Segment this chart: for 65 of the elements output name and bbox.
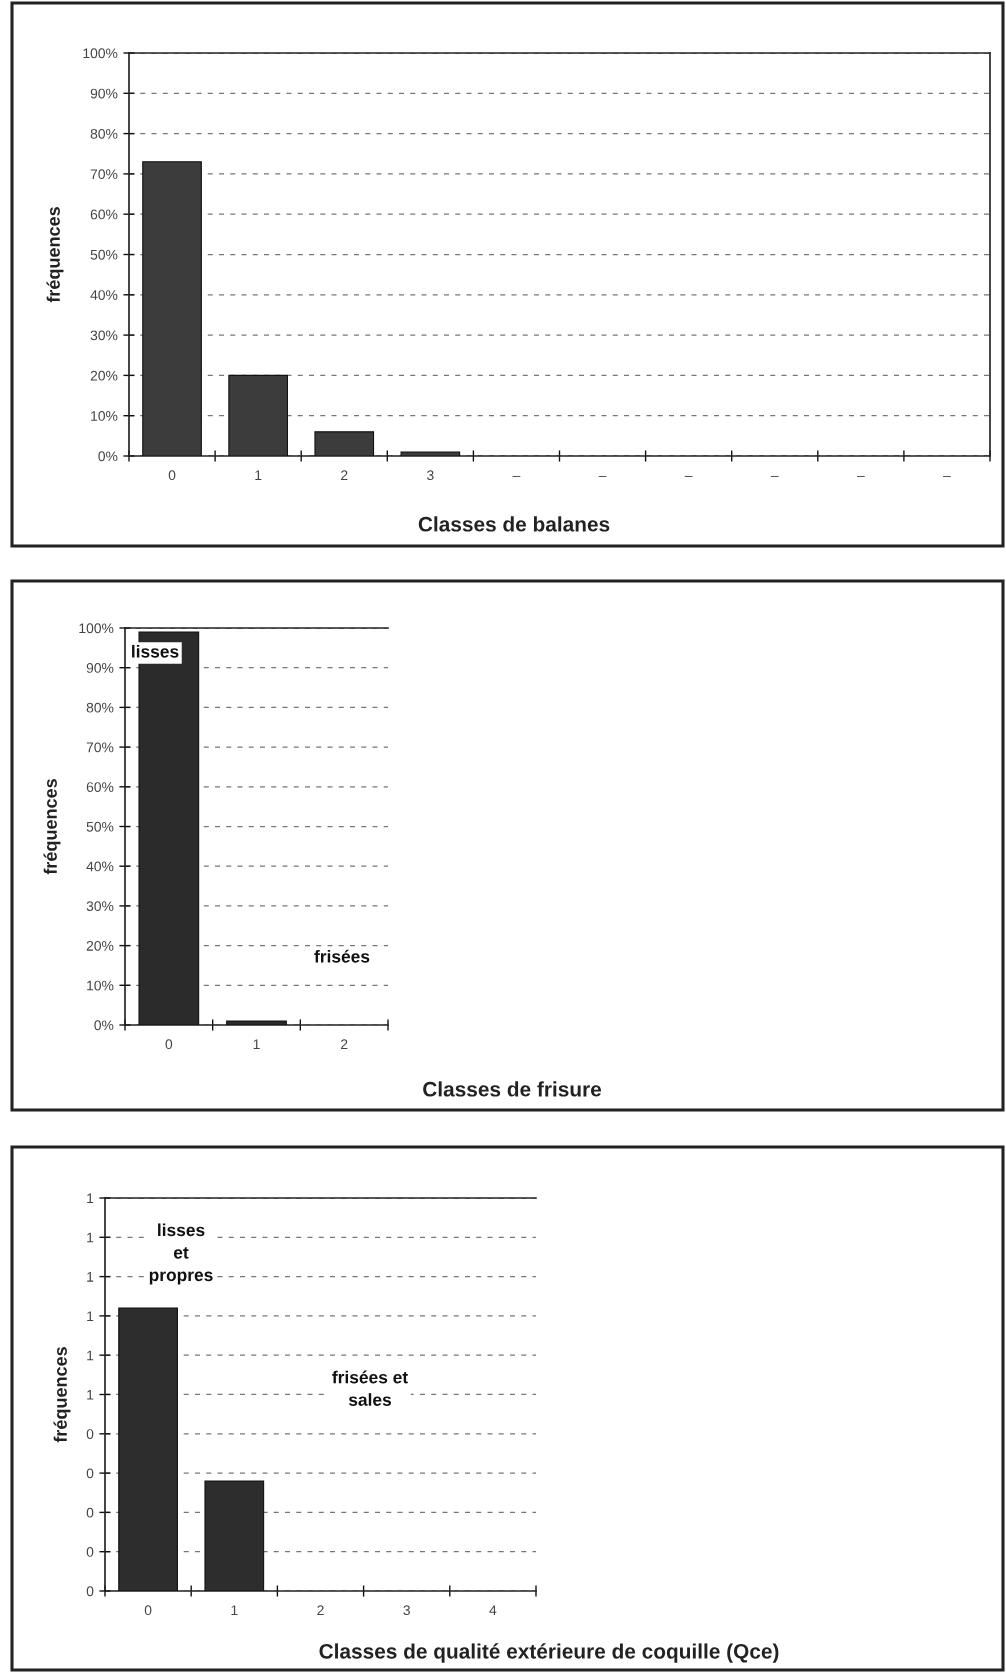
y-tick-label: 90% (86, 663, 114, 673)
y-tick-label: 80% (86, 702, 114, 713)
y-tick-label: 10% (87, 980, 114, 991)
y-tick-label: 0 (86, 1429, 94, 1439)
x-tick-label: 1 (231, 1605, 238, 1615)
y-tick-label: 100% (79, 623, 114, 634)
x-tick-label: – (770, 475, 779, 477)
y-tick-label: 40% (86, 861, 114, 872)
y-tick-label: 0% (94, 1020, 114, 1031)
y-tick-label: 30% (86, 901, 114, 912)
annotation: frisées et sales (332, 1370, 408, 1406)
annotation: lisses (132, 644, 179, 658)
y-tick-label: 1 (87, 1311, 94, 1321)
x-axis-title: Classes de balanes (418, 516, 610, 532)
y-tick-label: 20% (86, 940, 114, 951)
y-tick-label: 20% (90, 370, 118, 381)
x-tick-label: 3 (403, 1605, 410, 1616)
bar (314, 431, 375, 456)
x-tick-label: 0 (144, 1605, 152, 1616)
x-tick-label: 3 (427, 470, 434, 481)
x-tick-label: – (943, 475, 951, 477)
x-axis-title: Classes de qualité extérieure de coquille (Qce) (319, 1643, 779, 1663)
y-tick-label: 30% (90, 330, 118, 341)
y-tick-label: 70% (86, 742, 114, 753)
bar (400, 451, 461, 456)
y-tick-label: 1 (87, 1272, 94, 1282)
y-axis-title: fréquences (46, 207, 64, 303)
x-tick-label: 2 (341, 1039, 348, 1049)
x-tick-label: 0 (168, 470, 176, 481)
x-axis-title: Classes de frisure (423, 1081, 602, 1097)
x-tick-label: – (684, 475, 693, 477)
y-tick-label: 1 (87, 1350, 94, 1361)
bar (142, 161, 202, 456)
x-tick-label: 4 (489, 1605, 497, 1615)
y-tick-label: 1 (87, 1232, 94, 1243)
annotation: frisées (314, 949, 370, 963)
x-tick-label: 2 (341, 470, 348, 480)
x-tick-label: – (856, 475, 865, 477)
y-tick-label: 0% (98, 451, 118, 462)
bar (228, 374, 288, 456)
x-tick-label: 1 (253, 1039, 260, 1049)
y-tick-label: 50% (90, 249, 118, 260)
x-tick-label: 0 (165, 1039, 173, 1050)
y-tick-label: 60% (86, 782, 114, 792)
x-tick-label: – (598, 475, 607, 477)
y-tick-label: 0 (86, 1547, 94, 1557)
x-tick-label: 1 (255, 470, 262, 480)
x-tick-label: – (512, 475, 521, 477)
y-tick-label: 80% (90, 128, 118, 139)
y-tick-label: 60% (90, 209, 118, 220)
y-axis-title: fréquences (43, 779, 61, 875)
y-tick-label: 1 (87, 1389, 94, 1400)
annotation: lisses et propres (149, 1223, 213, 1285)
y-tick-label: 50% (86, 821, 114, 832)
y-tick-label: 100% (83, 48, 118, 59)
y-tick-label: 0 (86, 1507, 94, 1518)
y-tick-label: 40% (90, 290, 118, 300)
y-tick-label: 0 (86, 1586, 94, 1597)
y-tick-label: 90% (90, 88, 118, 99)
x-tick-label: 2 (317, 1605, 324, 1615)
y-axis-title: fréquences (53, 1347, 71, 1443)
y-tick-label: 70% (90, 169, 118, 180)
y-tick-label: 10% (91, 411, 118, 421)
y-tick-label: 1 (87, 1193, 94, 1204)
y-tick-label: 0 (86, 1468, 94, 1479)
